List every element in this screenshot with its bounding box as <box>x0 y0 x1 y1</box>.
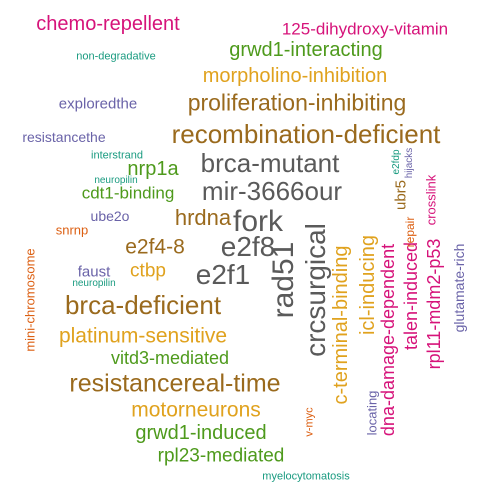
word-snrnp: snrnp <box>55 222 89 238</box>
word-crcsurgical: crcsurgical <box>300 223 331 357</box>
word-motorneurons: motorneurons <box>131 398 261 422</box>
word-v-myc: v-myc <box>303 407 316 437</box>
word-ubr5: ubr5 <box>392 179 410 211</box>
word-hrdna: hrdna <box>174 205 232 230</box>
word-faust: faust <box>77 263 111 281</box>
word-rpl23-mediated: rpl23-mediated <box>157 445 285 467</box>
word-locating: locating <box>364 390 380 436</box>
word-brca-deficient: brca-deficient <box>64 290 222 320</box>
word-resistancereal-time: resistancereal-time <box>69 369 281 398</box>
word-repair: repair <box>403 216 417 248</box>
word-grwd1-interacting: grwd1-interacting <box>229 39 383 61</box>
word-c-terminal-binding: c-terminal-binding <box>330 245 352 405</box>
word-morpholino-inhibition: morpholino-inhibition <box>202 65 388 87</box>
word-125-dihydroxy-vitamin: 125-dihydroxy-vitamin <box>281 19 449 39</box>
word-cdt1-binding: cdt1-binding <box>81 183 175 203</box>
word-crosslink: crosslink <box>423 174 439 226</box>
word-interstrand: interstrand <box>91 149 143 162</box>
word-resistancethe: resistancethe <box>22 129 106 145</box>
word-neuropilin-2: neuropilin <box>72 278 116 289</box>
word-grwd1-induced: grwd1-induced <box>135 422 267 444</box>
word-neuropilin-1: neuropilin <box>94 175 138 186</box>
word-myelocytomatosis: myelocytomatosis <box>262 470 350 483</box>
word-talen-induced: talen-induced <box>401 241 421 351</box>
word-platinum-sensitive: platinum-sensitive <box>58 324 228 348</box>
word-nrp1a: nrp1a <box>127 158 179 180</box>
word-non-degradative: non-degradative <box>76 50 156 63</box>
word-ctbp: ctbp <box>130 260 166 282</box>
word-e2f1: e2f1 <box>195 259 251 290</box>
word-fork: fork <box>232 205 284 238</box>
word-rpl11-mdm2-p53: rpl11-mdm2-p53 <box>424 238 444 370</box>
word-recombination-deficient: recombination-deficient <box>171 119 441 149</box>
word-e2f8: e2f8 <box>220 231 276 262</box>
word-dna-damage-dependent: dna-damage-dependent <box>378 243 398 437</box>
word-ube2o: ube2o <box>90 208 130 224</box>
word-exploredthe: exploredthe <box>58 95 138 113</box>
word-glutamate-rich: glutamate-rich <box>451 243 467 333</box>
word-proliferation-inhibiting: proliferation-inhibiting <box>187 89 407 116</box>
word-rad51: rad51 <box>267 241 300 319</box>
word-e2f4-8: e2f4-8 <box>125 235 185 259</box>
word-vitd3-mediated: vitd3-mediated <box>110 348 230 368</box>
word-mir-3666our: mir-3666our <box>201 176 343 206</box>
word-hijacks: hijacks <box>404 147 415 179</box>
word-mini-chromosome: mini-chromosome <box>22 248 38 352</box>
word-e2fdp: e2fdp <box>391 149 402 175</box>
word-chemo-repellent: chemo-repellent <box>36 13 180 35</box>
word-brca-mutant: brca-mutant <box>200 148 340 178</box>
word-icl-inducing: icl-inducing <box>357 234 379 336</box>
